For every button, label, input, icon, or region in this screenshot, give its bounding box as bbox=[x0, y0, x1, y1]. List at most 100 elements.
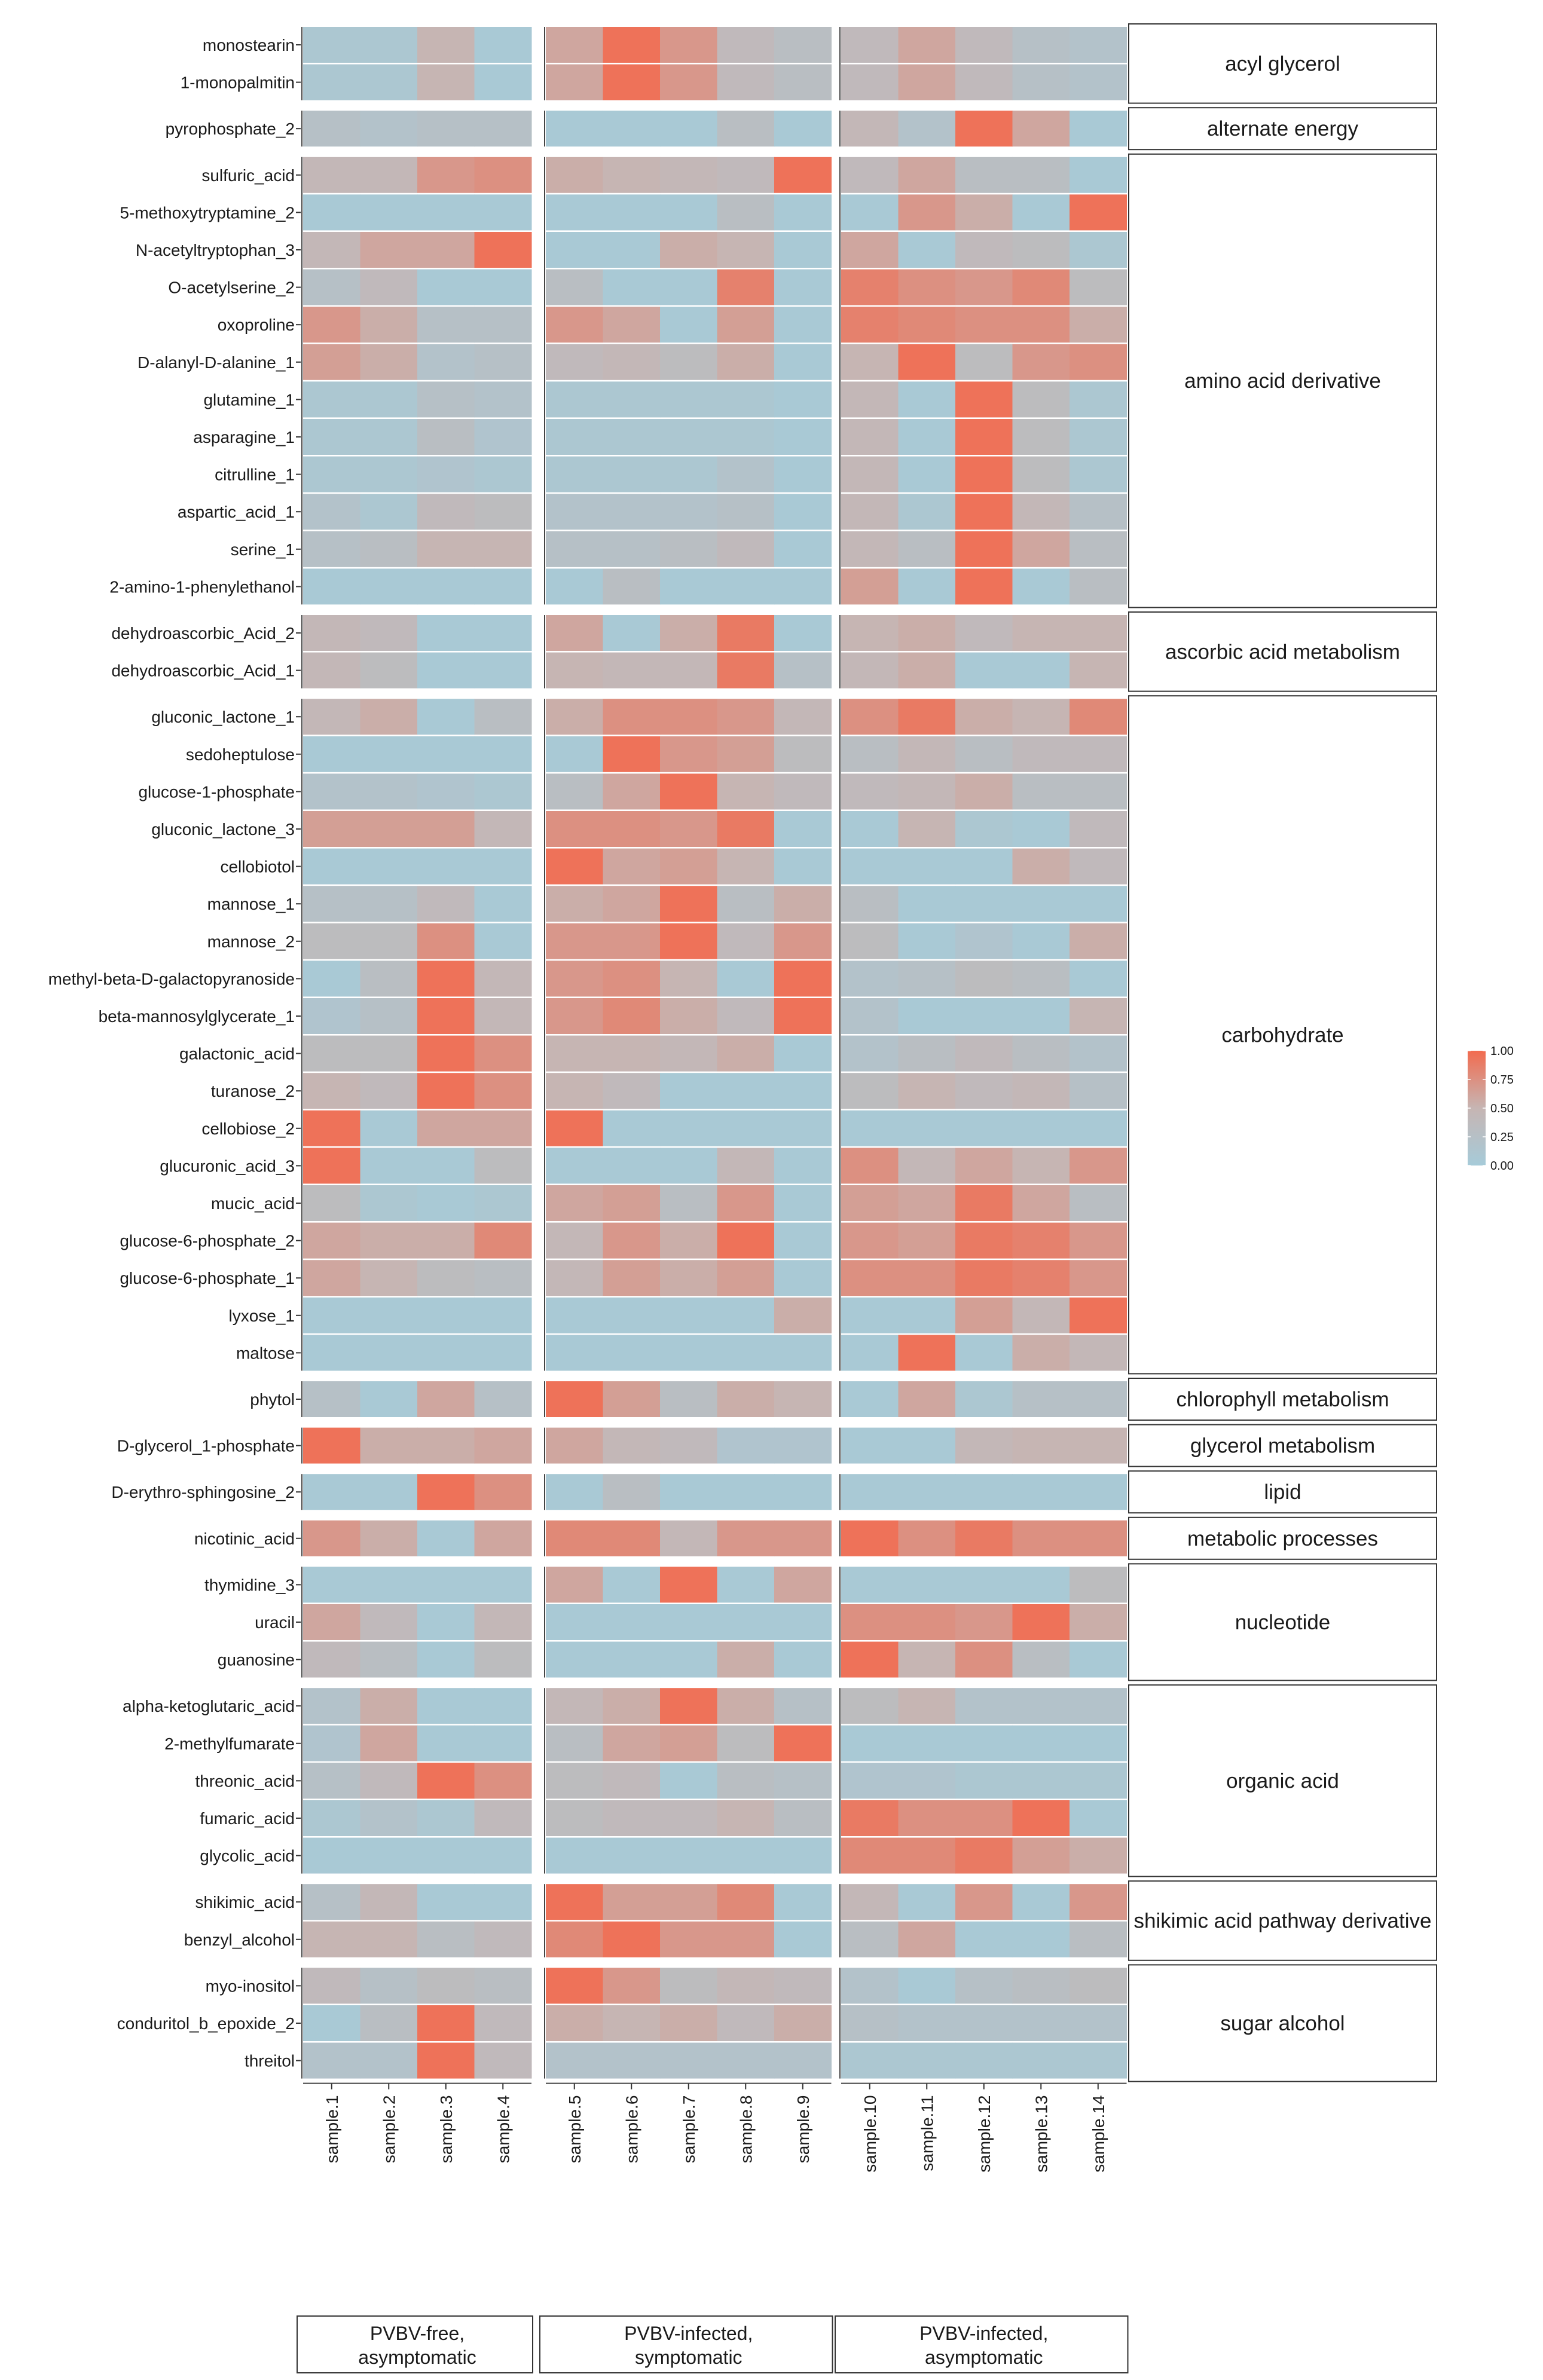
heatmap-cell-N-acetyltryptophan_3-sample.12 bbox=[955, 232, 1013, 268]
heatmap-cell-glutamine_1-sample.4 bbox=[474, 381, 532, 418]
heatmap-cell-glucose-6-phosphate_2-sample.8 bbox=[717, 1222, 775, 1259]
heatmap-cell-2-methylfumarate-sample.4 bbox=[474, 1725, 532, 1761]
heatmap-cell-methyl-beta-D-galactopyranoside-sample.13 bbox=[1012, 960, 1070, 997]
heatmap-cell-monostearin-sample.10 bbox=[841, 27, 899, 63]
heatmap-cell-gluconic_lactone_1-sample.6 bbox=[603, 699, 661, 735]
heatmap-cell-1-monopalmitin-sample.12 bbox=[955, 64, 1013, 100]
column-label-sample.7: sample.7 bbox=[680, 2095, 698, 2164]
category-label-chlorophyll-metabolism: chlorophyll metabolism bbox=[1177, 1388, 1389, 1411]
heatmap-cell-dehydroascorbic_Acid_2-sample.5 bbox=[546, 615, 603, 651]
heatmap-cell-phytol-sample.1 bbox=[303, 1381, 360, 1417]
heatmap-cell-maltose-sample.6 bbox=[603, 1335, 661, 1371]
heatmap-cell-oxoproline-sample.1 bbox=[303, 307, 360, 343]
row-label-guanosine: guanosine bbox=[218, 1651, 295, 1669]
heatmap-cell-lyxose_1-sample.4 bbox=[474, 1297, 532, 1333]
heatmap-cell-aspartic_acid_1-sample.8 bbox=[717, 494, 775, 530]
category-label-ascorbic-acid-metabolism: ascorbic acid metabolism bbox=[1165, 640, 1400, 663]
heatmap-cell-methyl-beta-D-galactopyranoside-sample.3 bbox=[417, 960, 475, 997]
heatmap-cell-monostearin-sample.4 bbox=[474, 27, 532, 63]
heatmap-cell-citrulline_1-sample.9 bbox=[774, 456, 832, 492]
heatmap-cell-N-acetyltryptophan_3-sample.13 bbox=[1012, 232, 1070, 268]
heatmap-cell-myo-inositol-sample.7 bbox=[660, 1968, 717, 2004]
row-label-D-alanyl-D-alanine_1: D-alanyl-D-alanine_1 bbox=[138, 353, 295, 372]
heatmap-cell-mucic_acid-sample.10 bbox=[841, 1185, 899, 1221]
heatmap-cell-beta-mannosylglycerate_1-sample.7 bbox=[660, 998, 717, 1034]
heatmap-cell-glucuronic_acid_3-sample.5 bbox=[546, 1148, 603, 1184]
heatmap-cell-mannose_1-sample.5 bbox=[546, 886, 603, 922]
heatmap-cell-2-methylfumarate-sample.5 bbox=[546, 1725, 603, 1761]
heatmap-cell-oxoproline-sample.10 bbox=[841, 307, 899, 343]
heatmap-cell-myo-inositol-sample.8 bbox=[717, 1968, 775, 2004]
row-label-galactonic_acid: galactonic_acid bbox=[179, 1045, 295, 1063]
legend-tick-label: 0.75 bbox=[1490, 1073, 1514, 1087]
heatmap-cell-uracil-sample.3 bbox=[417, 1604, 475, 1640]
heatmap-cell-gluconic_lactone_1-sample.11 bbox=[898, 699, 956, 735]
heatmap-cell-glucose-6-phosphate_1-sample.5 bbox=[546, 1260, 603, 1296]
heatmap-cell-dehydroascorbic_Acid_2-sample.13 bbox=[1012, 615, 1070, 651]
heatmap-cell-sulfuric_acid-sample.4 bbox=[474, 157, 532, 193]
heatmap-cell-lyxose_1-sample.13 bbox=[1012, 1297, 1070, 1333]
column-label-sample.14: sample.14 bbox=[1089, 2095, 1108, 2173]
heatmap-cell-aspartic_acid_1-sample.13 bbox=[1012, 494, 1070, 530]
category-strip-box bbox=[1128, 1470, 1437, 1514]
row-label-mannose_2: mannose_2 bbox=[207, 932, 295, 951]
heatmap-cell-glucose-6-phosphate_2-sample.1 bbox=[303, 1222, 360, 1259]
heatmap-cell-dehydroascorbic_Acid_1-sample.1 bbox=[303, 652, 360, 689]
heatmap-cell-galactonic_acid-sample.12 bbox=[955, 1035, 1013, 1072]
heatmap-cell-uracil-sample.2 bbox=[360, 1604, 418, 1640]
row-label-N-acetyltryptophan_3: N-acetyltryptophan_3 bbox=[136, 241, 295, 259]
heatmap-cell-maltose-sample.9 bbox=[774, 1335, 832, 1371]
heatmap-cell-N-acetyltryptophan_3-sample.8 bbox=[717, 232, 775, 268]
heatmap-cell-aspartic_acid_1-sample.9 bbox=[774, 494, 832, 530]
heatmap-cell-methyl-beta-D-galactopyranoside-sample.6 bbox=[603, 960, 661, 997]
heatmap-cell-fumaric_acid-sample.4 bbox=[474, 1800, 532, 1836]
heatmap-cell-glucose-1-phosphate-sample.7 bbox=[660, 773, 717, 810]
heatmap-cell-thymidine_3-sample.2 bbox=[360, 1567, 418, 1603]
category-strip-box bbox=[1128, 1516, 1437, 1560]
heatmap-cell-uracil-sample.10 bbox=[841, 1604, 899, 1640]
column-label-sample.8: sample.8 bbox=[737, 2095, 755, 2164]
heatmap-cell-thymidine_3-sample.12 bbox=[955, 1567, 1013, 1603]
heatmap-cell-mannose_2-sample.11 bbox=[898, 923, 956, 959]
heatmap-cell-phytol-sample.11 bbox=[898, 1381, 956, 1417]
heatmap-cell-glycolic_acid-sample.12 bbox=[955, 1837, 1013, 1874]
heatmap-cell-N-acetyltryptophan_3-sample.4 bbox=[474, 232, 532, 268]
legend-tick-label: 0.25 bbox=[1490, 1131, 1514, 1144]
row-label-oxoproline: oxoproline bbox=[218, 316, 295, 334]
heatmap-cell-aspartic_acid_1-sample.10 bbox=[841, 494, 899, 530]
heatmap-cell-methyl-beta-D-galactopyranoside-sample.10 bbox=[841, 960, 899, 997]
heatmap-cell-1-monopalmitin-sample.6 bbox=[603, 64, 661, 100]
heatmap-cell-sulfuric_acid-sample.6 bbox=[603, 157, 661, 193]
heatmap-cell-2-amino-1-phenylethanol-sample.10 bbox=[841, 568, 899, 605]
heatmap-cell-methyl-beta-D-galactopyranoside-sample.11 bbox=[898, 960, 956, 997]
heatmap-cell-glucuronic_acid_3-sample.9 bbox=[774, 1148, 832, 1184]
heatmap-cell-benzyl_alcohol-sample.7 bbox=[660, 1921, 717, 1957]
heatmap-cell-turanose_2-sample.3 bbox=[417, 1073, 475, 1109]
heatmap-cell-glucuronic_acid_3-sample.8 bbox=[717, 1148, 775, 1184]
heatmap-cell-glutamine_1-sample.2 bbox=[360, 381, 418, 418]
heatmap-cell-glutamine_1-sample.1 bbox=[303, 381, 360, 418]
heatmap-cell-turanose_2-sample.5 bbox=[546, 1073, 603, 1109]
heatmap-cell-mucic_acid-sample.12 bbox=[955, 1185, 1013, 1221]
heatmap-cell-benzyl_alcohol-sample.2 bbox=[360, 1921, 418, 1957]
heatmap-cell-sulfuric_acid-sample.3 bbox=[417, 157, 475, 193]
heatmap-cell-shikimic_acid-sample.11 bbox=[898, 1884, 956, 1920]
heatmap-cell-serine_1-sample.5 bbox=[546, 531, 603, 567]
heatmap-cell-2-amino-1-phenylethanol-sample.3 bbox=[417, 568, 475, 605]
heatmap-cell-myo-inositol-sample.13 bbox=[1012, 1968, 1070, 2004]
heatmap-cell-cellobiose_2-sample.13 bbox=[1012, 1110, 1070, 1146]
heatmap-cell-fumaric_acid-sample.2 bbox=[360, 1800, 418, 1836]
heatmap-cell-cellobiotol-sample.7 bbox=[660, 848, 717, 885]
row-label-glucose-6-phosphate_2: glucose-6-phosphate_2 bbox=[120, 1232, 295, 1250]
row-label-citrulline_1: citrulline_1 bbox=[215, 466, 295, 484]
heatmap-cell-mannose_2-sample.8 bbox=[717, 923, 775, 959]
category-label-amino-acid-derivative: amino acid derivative bbox=[1184, 369, 1381, 393]
heatmap-cell-gluconic_lactone_1-sample.8 bbox=[717, 699, 775, 735]
heatmap-cell-thymidine_3-sample.7 bbox=[660, 1567, 717, 1603]
heatmap-cell-methyl-beta-D-galactopyranoside-sample.12 bbox=[955, 960, 1013, 997]
heatmap-cell-turanose_2-sample.9 bbox=[774, 1073, 832, 1109]
heatmap-cell-cellobiose_2-sample.4 bbox=[474, 1110, 532, 1146]
heatmap-cell-threonic_acid-sample.10 bbox=[841, 1763, 899, 1799]
heatmap-cell-uracil-sample.1 bbox=[303, 1604, 360, 1640]
heatmap-cell-O-acetylserine_2-sample.2 bbox=[360, 269, 418, 305]
